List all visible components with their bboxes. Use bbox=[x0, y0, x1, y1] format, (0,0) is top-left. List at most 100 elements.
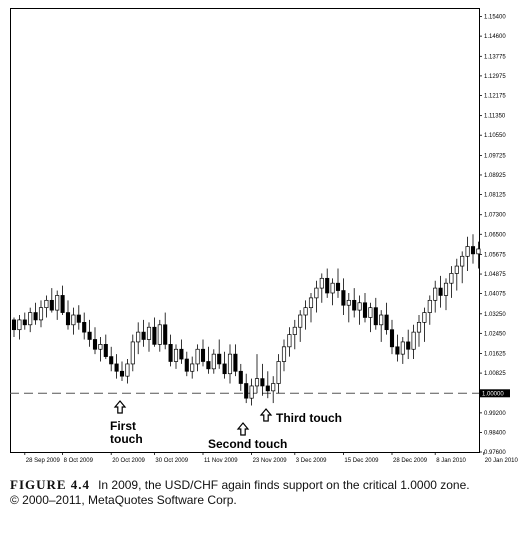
candle-up bbox=[449, 273, 454, 284]
candle-down bbox=[33, 312, 38, 321]
candle-up bbox=[276, 361, 281, 384]
candle-down bbox=[49, 299, 54, 311]
candle-down bbox=[373, 307, 378, 326]
candle-down bbox=[438, 287, 443, 296]
candles-layer bbox=[11, 234, 481, 406]
candle-down bbox=[76, 314, 81, 323]
candle-up bbox=[379, 314, 384, 326]
candle-down bbox=[362, 302, 368, 318]
candle-down bbox=[341, 290, 346, 306]
candle-up bbox=[227, 353, 233, 375]
y-tick-label: 1.04075 bbox=[484, 292, 506, 298]
candle-up bbox=[460, 255, 465, 267]
candle-down bbox=[470, 246, 476, 255]
y-tick-label: 0.97600 bbox=[484, 450, 506, 456]
annotation-first-touch-line2: touch bbox=[110, 432, 143, 446]
current-price-label: 1.00000 bbox=[482, 391, 504, 397]
x-tick-label: 30 Oct 2009 bbox=[155, 458, 188, 464]
candle-down bbox=[238, 370, 243, 384]
candle-up bbox=[411, 331, 416, 350]
candle-up bbox=[416, 321, 422, 333]
candle-down bbox=[325, 277, 330, 294]
candle-up bbox=[271, 383, 276, 392]
up-arrow-icon bbox=[259, 408, 273, 422]
candle-up bbox=[125, 363, 130, 377]
candle-down bbox=[244, 383, 249, 399]
y-tick-label: 1.12975 bbox=[484, 74, 506, 80]
x-tick-label: 23 Nov 2009 bbox=[253, 458, 288, 464]
candle-up bbox=[287, 334, 292, 348]
y-tick-label: 1.10550 bbox=[484, 133, 506, 139]
candle-down bbox=[22, 319, 27, 326]
candle-up bbox=[211, 353, 216, 370]
candle-down bbox=[406, 341, 411, 350]
candle-up bbox=[368, 307, 373, 318]
candle-down bbox=[206, 361, 211, 370]
x-tick-label: 28 Dec 2009 bbox=[393, 458, 428, 464]
x-tick-label: 11 Nov 2009 bbox=[204, 458, 238, 464]
candle-up bbox=[314, 287, 319, 299]
x-tick-label: 20 Jan 2010 bbox=[485, 458, 519, 464]
candle-up bbox=[157, 324, 162, 345]
candle-up bbox=[28, 312, 33, 326]
candle-up bbox=[433, 287, 438, 301]
candle-up bbox=[330, 282, 335, 294]
candle-down bbox=[389, 329, 395, 348]
candle-up bbox=[476, 248, 481, 255]
candle-up bbox=[443, 282, 449, 296]
candle-up bbox=[454, 265, 459, 274]
candle-down bbox=[179, 348, 184, 360]
candle-up bbox=[422, 312, 427, 323]
candle-up bbox=[357, 302, 362, 311]
candle-down bbox=[65, 312, 71, 326]
candle-up bbox=[281, 346, 287, 362]
y-tick-label: 1.04875 bbox=[484, 272, 506, 278]
x-tick-label: 8 Oct 2009 bbox=[64, 458, 94, 464]
chart-frame: 1.15400 1.14600 1.13775 1.12975 1.12175 1.113… bbox=[10, 8, 519, 464]
candle-up bbox=[319, 277, 324, 289]
y-tick-label: 0.99200 bbox=[484, 411, 506, 417]
candle-down bbox=[184, 358, 189, 372]
candle-up bbox=[303, 307, 308, 316]
y-tick-label: 1.12175 bbox=[484, 93, 506, 99]
candle-down bbox=[265, 385, 270, 392]
y-tick-label: 1.11350 bbox=[484, 114, 506, 120]
candle-up bbox=[254, 378, 260, 387]
annotation-second-touch: Second touch bbox=[208, 437, 287, 451]
figure-label: FIGURE 4.4 bbox=[10, 477, 91, 492]
y-tick-label: 1.05675 bbox=[484, 252, 506, 258]
y-axis: 1.15400 1.14600 1.13775 1.12975 1.12175 1.113… bbox=[479, 15, 510, 456]
candle-down bbox=[92, 339, 98, 350]
annotation-first-touch-line1: First bbox=[110, 419, 136, 433]
candle-up bbox=[292, 326, 297, 335]
candle-down bbox=[119, 370, 125, 377]
candle-up bbox=[400, 341, 405, 355]
y-tick-label: 1.02450 bbox=[484, 331, 506, 337]
up-arrow-icon bbox=[113, 400, 127, 414]
x-tick-label: 3 Dec 2009 bbox=[296, 458, 327, 464]
y-tick-label: 1.03250 bbox=[484, 312, 506, 318]
y-tick-label: 1.15400 bbox=[484, 15, 506, 21]
candle-down bbox=[103, 344, 108, 357]
annotation-third-touch: Third touch bbox=[276, 411, 342, 425]
candle-down bbox=[87, 331, 92, 340]
y-tick-label: 1.07300 bbox=[484, 213, 506, 219]
candle-up bbox=[71, 314, 76, 326]
candle-down bbox=[141, 331, 146, 340]
candle-down bbox=[11, 319, 17, 331]
current-price-box bbox=[480, 389, 510, 398]
plot-area bbox=[10, 8, 480, 453]
candle-up bbox=[130, 341, 135, 365]
candle-down bbox=[395, 346, 400, 355]
candle-up bbox=[465, 246, 470, 257]
candle-down bbox=[60, 295, 65, 313]
x-axis: 28 Sep 2009 8 Oct 2009 20 Oct 2009 30 Oct 2… bbox=[24, 452, 519, 464]
candle-down bbox=[260, 378, 265, 387]
candle-up bbox=[38, 307, 44, 321]
candle-up bbox=[190, 363, 195, 372]
candle-down bbox=[217, 353, 222, 365]
x-tick-label: 28 Sep 2009 bbox=[26, 458, 61, 464]
y-tick-label: 1.01625 bbox=[484, 352, 506, 358]
candle-down bbox=[168, 344, 173, 362]
